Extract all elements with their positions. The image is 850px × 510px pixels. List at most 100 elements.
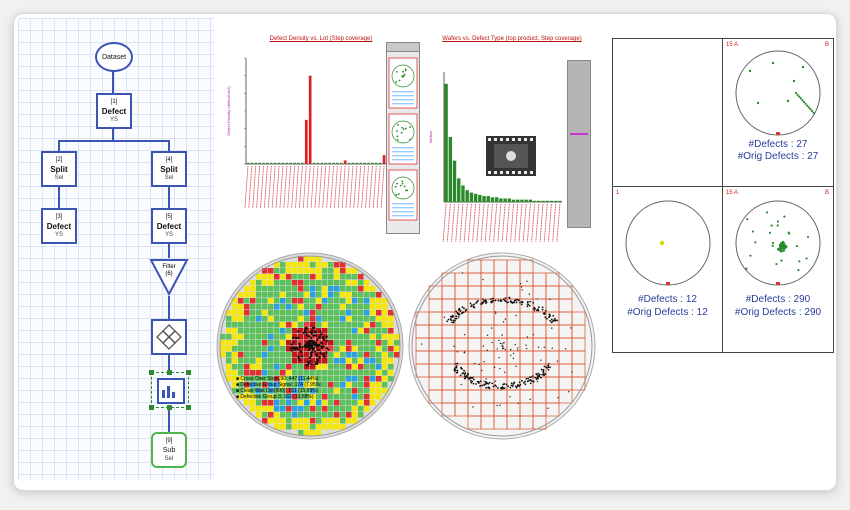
wafer-die [280, 298, 286, 304]
wafer-cell[interactable]: 15 A B #Defects : 27 #Orig Defects : 27 [723, 39, 833, 187]
wafer-die [298, 358, 304, 364]
defect-point [463, 375, 466, 377]
bar [258, 162, 261, 164]
wafer-die [322, 412, 328, 418]
wafer-die [250, 346, 256, 352]
resize-handle[interactable] [167, 370, 172, 375]
defect-point [529, 300, 532, 303]
flow-node-pattern[interactable] [151, 319, 187, 355]
flow-node-split-4[interactable]: [4] Split Sel [151, 151, 187, 187]
wafer-die [394, 334, 400, 340]
wafer-die [250, 340, 256, 346]
wafer-die [250, 304, 256, 310]
defect-point [805, 257, 808, 260]
defect-point [514, 343, 516, 346]
bar [371, 162, 374, 164]
defect-point [798, 95, 801, 98]
wafer-die [238, 388, 244, 394]
resize-handle[interactable] [149, 370, 154, 375]
defect-point [504, 348, 507, 351]
wafer-die [238, 322, 244, 328]
defect-grid-wafer-map[interactable] [402, 246, 602, 446]
thumbnail-text-line [392, 155, 414, 157]
defect-density-chart[interactable]: Defect Density (defect/cm2) [222, 48, 402, 248]
flow-node-defect-1[interactable]: [1] Defect YS [96, 93, 132, 129]
defect-point [306, 360, 309, 364]
wafer-die [280, 328, 286, 334]
defect-point [510, 384, 513, 387]
flow-node-defect-5[interactable]: [5] Defect YS [151, 208, 187, 244]
defect-point [553, 319, 556, 322]
defect-point [533, 310, 536, 312]
vertical-scrollbar[interactable] [567, 60, 591, 228]
wafer-die [316, 406, 322, 412]
wafer-die [280, 262, 286, 268]
wafer-die [232, 388, 238, 394]
wafer-die [286, 310, 292, 316]
defect-point [756, 101, 760, 105]
flow-node-sub-9[interactable]: [9] Sub Sel [151, 432, 187, 468]
wafer-die [364, 388, 370, 394]
thumbnail-defect [395, 193, 398, 196]
wafer-die [226, 364, 232, 370]
resize-handle[interactable] [186, 405, 191, 410]
bar [452, 160, 457, 202]
defect-point [478, 363, 480, 366]
wafer-thumbnails[interactable] [387, 52, 419, 232]
wafer-die [244, 370, 250, 376]
wafer-die [388, 316, 394, 322]
resize-handle[interactable] [167, 405, 172, 410]
wafers-vs-defect-type-chart[interactable]: Wafers [424, 52, 574, 248]
mini-chart-icon [162, 386, 175, 398]
wafer-cell[interactable]: 1 #Defects : 12 #Orig Defects : 12 [613, 187, 723, 352]
thumbnail-strip[interactable] [386, 42, 420, 234]
wafer-cell[interactable]: 15 A B #Defects : 290 #Orig Defects : 29… [723, 187, 833, 352]
resize-handle[interactable] [149, 405, 154, 410]
wafer-die [286, 298, 292, 304]
thumbnail-defect [404, 189, 407, 192]
flow-node-sub: (6) [165, 271, 173, 277]
defect-point [547, 368, 550, 371]
wafer-die [316, 382, 322, 388]
y-axis-label: Wafers [428, 131, 433, 144]
wafer-die [310, 298, 316, 304]
defect-point [797, 268, 800, 272]
defect-point [544, 309, 547, 312]
wafer-die [274, 268, 280, 274]
wafer-die [274, 394, 280, 400]
flow-node-defect-3[interactable]: [3] Defect YS [41, 208, 77, 244]
wafer-die [310, 418, 316, 424]
defect-point [540, 368, 543, 371]
wafer-die [292, 394, 298, 400]
defect-point [503, 341, 505, 344]
wafer-die [262, 286, 268, 292]
defect-point [794, 91, 798, 95]
wafer-die [280, 364, 286, 370]
flow-node-selected[interactable] [149, 370, 191, 410]
bar [336, 162, 339, 164]
thumbnail-defect [399, 184, 402, 187]
wafer-die [262, 376, 268, 382]
flowchart-canvas[interactable]: Dataset [1] Defect YS [2] Split Sel [4] … [18, 18, 214, 480]
wafer-die [328, 346, 334, 352]
bar [465, 190, 469, 202]
wafer-die [256, 316, 262, 322]
wafer-die [334, 298, 340, 304]
bar [494, 197, 499, 202]
flow-node-split-2[interactable]: [2] Split Sel [41, 151, 77, 187]
defect-point [321, 336, 324, 339]
defect-point [754, 241, 757, 244]
wafer-thumbnail [388, 169, 418, 221]
wafer-die [286, 274, 292, 280]
flow-node-dataset[interactable]: Dataset [95, 42, 133, 72]
flow-node-filter[interactable]: Filter (6) [149, 258, 189, 297]
thumbnail-defect [396, 123, 399, 126]
wafer-die [340, 310, 346, 316]
wafer-die [238, 340, 244, 346]
density-wafer-map[interactable] [210, 246, 410, 446]
wafer-cell-empty[interactable] [613, 39, 723, 187]
wafer-die [334, 304, 340, 310]
resize-handle[interactable] [186, 370, 191, 375]
defect-point [509, 348, 512, 351]
defect-point [456, 362, 459, 365]
